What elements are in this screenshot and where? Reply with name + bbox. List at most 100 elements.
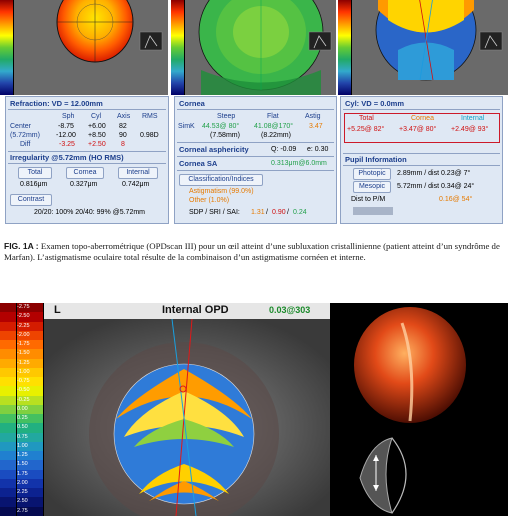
col-axis: Axis (117, 113, 131, 120)
center-cyl: +6.00 (88, 123, 106, 130)
internal-map-image (375, 0, 503, 81)
scale-swatch (0, 451, 16, 461)
col-steep: Steep (217, 113, 236, 120)
scale-swatch (0, 460, 16, 470)
scale-label: -0.50 (17, 386, 43, 396)
scale-swatch (0, 497, 16, 507)
contrast-line: 20/20: 100% 20/40: 99% @5.72mm (34, 209, 146, 216)
dist-value: 0.16@ 54° (439, 196, 473, 203)
internal-map-panel (338, 0, 508, 95)
scale-label: 0.75 (17, 432, 43, 442)
scale-label: -2.00 (17, 330, 43, 341)
astig-value: 3.47 (309, 123, 323, 130)
scale-label: -2.50 (17, 312, 43, 322)
total-button[interactable]: Total (18, 167, 52, 179)
scale-label: 1.25 (17, 451, 43, 461)
caption-text: Examen topo-aberrométrique (OPDscan III)… (4, 241, 500, 262)
scale-label: -2.75 (17, 303, 43, 313)
asphericity-label: Corneal asphericity (179, 145, 249, 154)
cyl-header: Cyl: VD = 0.0mm (345, 99, 404, 108)
sdp-label: SDP / SRI / SAI: (189, 209, 240, 216)
cornea-button[interactable]: Cornea (66, 167, 104, 179)
scale-swatch (0, 478, 16, 489)
pupil-rms: 0.98D (140, 132, 159, 139)
pupil-axis: 90 (119, 132, 127, 139)
classification-button[interactable]: Classification/Indices (179, 174, 263, 186)
color-scale-bar (0, 0, 13, 95)
scale-swatch (0, 303, 16, 313)
scale-swatch (0, 488, 16, 498)
center-sph: -8.75 (58, 123, 74, 130)
slider-track[interactable] (353, 207, 393, 215)
scale-label: 2.00 (17, 478, 43, 489)
scale-label: -1.00 (17, 367, 43, 378)
opd-title-bar: L Internal OPD 0.03@303 (44, 303, 330, 319)
scale-swatch (0, 367, 16, 378)
internal-button[interactable]: Internal (118, 167, 158, 179)
col-internal: Internal (461, 115, 485, 122)
color-scale-bar (171, 0, 184, 95)
scale-swatch (0, 358, 16, 368)
scale-label: 0.50 (17, 423, 43, 433)
scale-swatch (0, 377, 16, 387)
cornea-header: Cornea (179, 99, 205, 108)
steep-mm: (7.58mm) (210, 132, 240, 139)
scale-swatch (0, 469, 16, 479)
steep-value: 44.53@ 80° (202, 123, 240, 130)
sdp-value-2: 0.90 (272, 209, 286, 216)
internal-opd-figure: -2.75 -2.50 -2.25 -2.00 -1.75 -1.50 -1.25 -1.00… (0, 303, 508, 516)
col-total: Total (359, 115, 374, 122)
scale-swatch (0, 312, 16, 322)
astigmatism-percent: Astigmatism (99.0%) (189, 188, 254, 195)
pupil-sph: -12.00 (56, 132, 76, 139)
contrast-button[interactable]: Contrast (10, 194, 52, 206)
eye-label: L (54, 304, 61, 316)
scale-swatch (0, 340, 16, 350)
scale-label: 1.75 (17, 469, 43, 479)
scale-swatch (0, 321, 16, 331)
topography-maps-strip (0, 0, 508, 95)
scale-swatch (0, 395, 16, 405)
cyl-internal-value: +2.49@ 93° (451, 126, 489, 133)
scale-label: -0.75 (17, 377, 43, 387)
asphericity-e: e: 0.30 (307, 146, 329, 153)
pupil-cyl: +8.50 (88, 132, 106, 139)
cornea-map-image (198, 0, 332, 95)
scale-label: 1.00 (17, 441, 43, 452)
scale-swatch (0, 423, 16, 433)
photopic-button[interactable]: Photopic (353, 168, 391, 180)
scale-label: 2.75 (17, 506, 43, 516)
center-axis: 82 (119, 123, 127, 130)
scale-label: -1.75 (17, 340, 43, 350)
scale-swatch (0, 414, 16, 424)
cornea-sa-value: 0.313μm@6.0mm (271, 160, 327, 167)
scale-swatch (0, 506, 16, 516)
asphericity-q: Q: -0.09 (271, 146, 297, 153)
scale-label: 0.25 (17, 414, 43, 424)
sdp-sep-2: / (287, 209, 289, 216)
scale-swatch (0, 404, 16, 415)
opd-title: Internal OPD (162, 304, 229, 316)
sdp-value-3: 0.24 (293, 209, 307, 216)
scale-label: -0.25 (17, 395, 43, 405)
retroillumination-image (330, 303, 508, 433)
diff-axis: 8 (121, 141, 125, 148)
dist-label: Dist to P/M (351, 196, 386, 203)
sdp-value-1: 1.31 (251, 209, 265, 216)
scale-label: 0.00 (17, 404, 43, 415)
mesopic-button[interactable]: Mesopic (353, 181, 391, 193)
diff-label: Diff (20, 141, 31, 148)
scheimpflug-graphic (330, 433, 508, 516)
figure-caption: FIG. 1A : Examen topo-aberrométrique (OP… (4, 241, 504, 263)
scale-swatch (0, 441, 16, 452)
cylinder-panel: Cyl: VD = 0.0mm Total Cornea Internal +5… (340, 96, 503, 224)
cornea-panel: Cornea Steep Flat Astig SimK 44.53@ 80° … (174, 96, 337, 224)
refraction-map-image (56, 0, 163, 63)
opd-value: 0.03@303 (269, 305, 311, 315)
cornea-value: 0.327μm (70, 181, 98, 188)
simk-label: SimK (178, 123, 195, 130)
cornea-map-panel (171, 0, 336, 95)
scale-swatch (0, 386, 16, 396)
total-value: 0.816μm (20, 181, 48, 188)
photopic-value: 2.89mm / dist 0.23@ 7° (397, 170, 471, 177)
